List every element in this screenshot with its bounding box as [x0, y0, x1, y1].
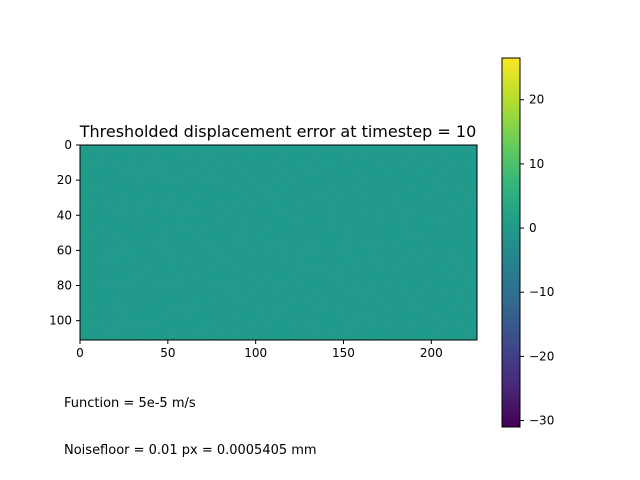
x-tick-label: 100 — [244, 346, 267, 360]
colorbar: 20 10 0 −10 −20 −30 — [502, 58, 554, 428]
x-tick-label: 50 — [160, 346, 175, 360]
heatmap-texture — [80, 145, 477, 340]
noisefloor-annotation: Noisefloor = 0.01 px = 0.0005405 mm — [64, 443, 317, 458]
colorbar-tick-label: −20 — [529, 349, 554, 363]
function-annotation: Function = 5e-5 m/s — [64, 396, 196, 411]
y-tick-label: 100 — [49, 314, 72, 328]
y-tick-label: 20 — [57, 173, 72, 187]
x-axis: 0 50 100 150 200 — [76, 340, 443, 360]
chart-title: Thresholded displacement error at timest… — [79, 122, 477, 141]
x-tick-label: 200 — [420, 346, 443, 360]
colorbar-tick-label: −30 — [529, 414, 554, 428]
colorbar-gradient — [502, 58, 520, 427]
heatmap-plot-area — [80, 145, 477, 340]
y-tick-label: 0 — [64, 138, 72, 152]
colorbar-tick-label: 10 — [529, 157, 544, 171]
y-tick-label: 80 — [57, 279, 72, 293]
colorbar-tick-label: −10 — [529, 285, 554, 299]
colorbar-tick-label: 20 — [529, 93, 544, 107]
y-tick-label: 60 — [57, 243, 72, 257]
x-tick-label: 0 — [76, 346, 84, 360]
y-axis: 0 20 40 60 80 100 — [49, 138, 80, 328]
x-tick-label: 150 — [332, 346, 355, 360]
y-tick-label: 40 — [57, 208, 72, 222]
colorbar-tick-label: 0 — [529, 221, 537, 235]
